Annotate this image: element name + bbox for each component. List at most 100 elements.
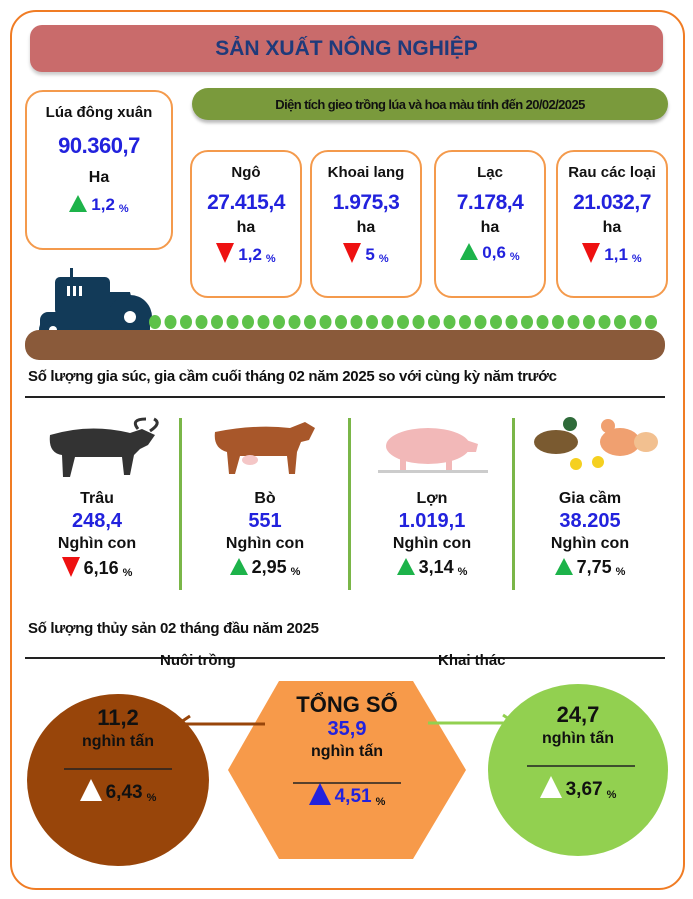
rice-unit: Ha (88, 169, 110, 186)
livestock-change: 2,95% (185, 557, 345, 578)
crop-value: 7.178,4 (456, 191, 524, 214)
sprout-icon (381, 315, 394, 329)
sprout-icon (443, 315, 456, 329)
sprout-icon (226, 315, 239, 329)
catch-value: 24,7 (556, 702, 600, 727)
sprout-icon (211, 315, 223, 329)
crop-name: Lạc (477, 164, 503, 181)
triangle-up-icon (308, 783, 331, 805)
tractor-field-illustration (25, 268, 665, 360)
livestock-unit: Nghìn con (225, 535, 305, 552)
sprout-icon (552, 315, 564, 329)
plant-row (149, 315, 657, 329)
crop-change: 1,1% (558, 243, 666, 265)
triangle-up-icon (396, 558, 415, 575)
crop-value: 1.975,3 (332, 191, 400, 214)
aqua-shapes (27, 681, 668, 866)
column-divider (348, 418, 351, 590)
livestock-item: Lợn 1.019,1 Nghìn con 3,14% (352, 490, 512, 578)
sprout-icon (412, 315, 425, 329)
sprout-icon (366, 315, 378, 329)
sprout-icon (397, 315, 409, 329)
livestock-heading: Số lượng gia súc, gia cầm cuối tháng 02 … (28, 368, 557, 385)
crop-card: Lạc 7.178,4 ha 0,6% (434, 150, 546, 298)
sprout-icon (164, 315, 177, 329)
crop-value: 21.032,7 (573, 191, 651, 214)
buffalo-icon (49, 417, 159, 477)
livestock-value: 248,4 (71, 510, 123, 532)
sprout-icon (567, 315, 580, 329)
rice-name: Lúa đông xuân (45, 104, 153, 121)
sprout-icon (288, 315, 301, 329)
livestock-unit: Nghìn con (550, 535, 630, 552)
sprout-icon (242, 315, 254, 329)
livestock-change: 3,14% (352, 557, 512, 578)
sprout-icon (319, 315, 332, 329)
livestock-item: Gia cầm 38.205 Nghìn con 7,75% (510, 490, 670, 578)
triangle-up-icon (539, 776, 562, 798)
crop-change: 0,6% (436, 243, 544, 263)
livestock-change: 6,16% (17, 557, 177, 579)
triangle-up-icon (79, 779, 102, 801)
cow-icon (214, 422, 315, 474)
area-banner: Diện tích gieo trồng lúa và hoa màu tính… (192, 88, 668, 120)
livestock-value: 551 (248, 510, 282, 532)
catch-change: 3,67% (508, 776, 648, 801)
livestock-name: Trâu (80, 490, 114, 507)
sprout-icon (614, 315, 626, 329)
sprout-icon (521, 315, 533, 329)
sprout-icon (459, 315, 471, 329)
sprout-icon (304, 315, 316, 329)
sprout-icon (350, 315, 363, 329)
sprout-icon (257, 315, 270, 329)
sprout-icon (583, 315, 595, 329)
crop-card: Rau các loại 21.032,7 ha 1,1% (556, 150, 668, 298)
total-hexagon (228, 681, 466, 859)
sprout-icon (273, 315, 285, 329)
divider (25, 396, 665, 398)
catch-unit: nghìn tấn (542, 730, 614, 747)
sprout-icon (629, 315, 642, 329)
crop-unit: ha (602, 219, 622, 236)
poultry-icon (534, 417, 658, 470)
livestock-name: Gia cầm (558, 490, 622, 507)
sprout-icon (645, 315, 657, 329)
rice-value: 90.360,7 (58, 133, 140, 158)
triangle-down-icon (582, 243, 601, 263)
triangle-up-icon (229, 558, 248, 575)
sprout-icon (474, 315, 487, 329)
farming-change: 6,43% (48, 779, 188, 804)
triangle-down-icon (343, 243, 362, 263)
triangle-up-icon (554, 558, 573, 575)
crop-change: 1,2% (192, 243, 300, 265)
sprout-icon (505, 315, 518, 329)
crop-value: 27.415,4 (207, 191, 285, 214)
livestock-unit: Nghìn con (57, 535, 137, 552)
catch-label: Khai thác (438, 652, 506, 669)
crop-card: Ngô 27.415,4 ha 1,2% (190, 150, 302, 298)
total-unit: nghìn tấn (311, 743, 383, 760)
crop-unit: ha (480, 219, 500, 236)
livestock-unit: Nghìn con (392, 535, 472, 552)
crop-card: Khoai lang 1.975,3 ha 5% (310, 150, 422, 298)
livestock-value: 38.205 (559, 510, 621, 532)
infographic-frame (10, 10, 685, 890)
farming-unit: nghìn tấn (82, 733, 154, 750)
column-divider (512, 418, 515, 590)
livestock-value: 1.019,1 (398, 510, 466, 532)
crop-change: 5% (312, 243, 420, 265)
farming-circle (27, 694, 209, 866)
farming-value: 11,2 (97, 705, 139, 730)
livestock-name: Bò (254, 490, 276, 507)
aqua-heading: Số lượng thủy sản 02 tháng đầu năm 2025 (28, 620, 319, 637)
rice-card: Lúa đông xuân 90.360,7 Ha 1,2% (25, 90, 173, 250)
soil-strip (25, 330, 665, 360)
livestock-item: Trâu 248,4 Nghìn con 6,16% (17, 490, 177, 579)
column-divider (179, 418, 182, 590)
page-title: SẢN XUẤT NÔNG NGHIỆP (30, 25, 663, 72)
total-value: 35,9 (327, 718, 367, 740)
catch-circle (488, 684, 668, 856)
sprout-icon (428, 315, 440, 329)
sprout-icon (195, 315, 208, 329)
pig-icon (378, 428, 488, 473)
